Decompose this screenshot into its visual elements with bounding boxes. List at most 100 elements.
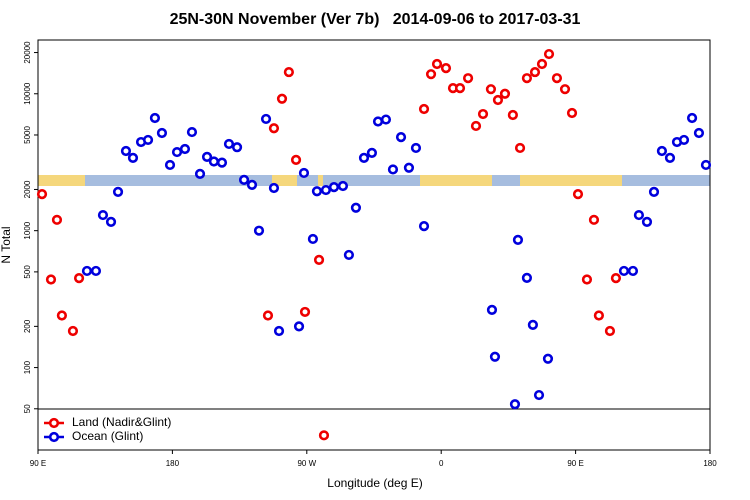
point (418, 103, 430, 115)
y-tick-label: 50 (23, 404, 32, 413)
point (313, 254, 325, 265)
point (208, 156, 220, 167)
point (486, 304, 498, 315)
point (105, 216, 117, 227)
point (514, 142, 526, 154)
y-tick-label: 100 (23, 360, 32, 374)
point (246, 179, 258, 190)
point (533, 389, 545, 401)
y-tick-label: 200 (23, 319, 32, 333)
x-tick-label: 90 E (567, 459, 583, 468)
point (536, 58, 548, 70)
point (372, 116, 384, 127)
point (559, 84, 571, 95)
point (551, 73, 563, 84)
point (90, 265, 102, 277)
point (509, 399, 521, 410)
point (454, 82, 466, 94)
point (618, 265, 630, 277)
point (403, 162, 415, 173)
point (343, 249, 355, 261)
surface-strip (38, 175, 710, 186)
point (45, 274, 57, 285)
y-axis-label: N Total (0, 226, 13, 263)
x-tick-label: 90 W (297, 459, 316, 468)
point (328, 182, 340, 193)
point (36, 188, 48, 200)
legend-marker (48, 431, 60, 443)
point (425, 69, 437, 80)
point (588, 214, 600, 225)
point (186, 126, 198, 138)
point (164, 159, 176, 171)
point (431, 58, 443, 70)
point (253, 225, 265, 236)
point (641, 216, 653, 227)
point (387, 164, 399, 175)
legend-label: Ocean (Glint) (72, 429, 143, 443)
point (350, 202, 362, 213)
x-tick-label: 0 (439, 459, 444, 468)
point (156, 127, 168, 139)
x-tick-label: 90 E (30, 459, 46, 468)
y-tick-label: 10000 (23, 82, 32, 105)
point (268, 123, 280, 134)
point (268, 182, 280, 194)
point (81, 265, 93, 277)
point (633, 209, 645, 221)
y-tick-label: 2000 (23, 180, 32, 198)
chart-title: 25N-30N November (Ver 7b) 2014-09-06 to … (170, 11, 581, 28)
point (67, 325, 79, 337)
point (566, 107, 578, 119)
point (171, 146, 183, 158)
land-strip (272, 175, 297, 186)
point (149, 112, 161, 124)
point (656, 145, 668, 157)
point (489, 351, 501, 362)
point (273, 325, 285, 337)
point (543, 48, 555, 60)
x-axis-label: Longitude (deg E) (327, 476, 422, 490)
legend-label: Land (Nadir&Glint) (72, 415, 171, 429)
point (529, 66, 541, 78)
land-strip (520, 175, 622, 186)
point (201, 151, 213, 162)
point (358, 152, 370, 164)
point (298, 167, 310, 179)
point (311, 186, 323, 197)
point (485, 84, 497, 95)
point (499, 88, 511, 99)
land-strip (38, 175, 85, 186)
point (238, 174, 250, 185)
point (51, 214, 63, 225)
y-tick-label: 1000 (23, 221, 32, 239)
point (276, 93, 288, 104)
legend-marker (48, 417, 60, 429)
point (512, 234, 524, 245)
point (477, 108, 489, 120)
point (521, 73, 533, 84)
point (648, 186, 660, 197)
point (293, 321, 305, 332)
point (283, 66, 294, 78)
point (440, 62, 452, 74)
point (112, 186, 124, 197)
point (418, 220, 430, 232)
point (492, 94, 504, 106)
point (380, 114, 392, 125)
point (693, 127, 705, 139)
point (527, 319, 538, 330)
point (307, 233, 319, 245)
x-tick-label: 180 (166, 459, 180, 468)
point (686, 112, 698, 124)
point (395, 132, 407, 143)
point (120, 145, 132, 157)
point (604, 325, 616, 337)
point (581, 274, 593, 285)
point (127, 152, 139, 164)
point (73, 273, 85, 284)
point (700, 159, 712, 171)
point (194, 168, 206, 179)
plot-frame (37, 39, 711, 451)
point (593, 310, 604, 321)
